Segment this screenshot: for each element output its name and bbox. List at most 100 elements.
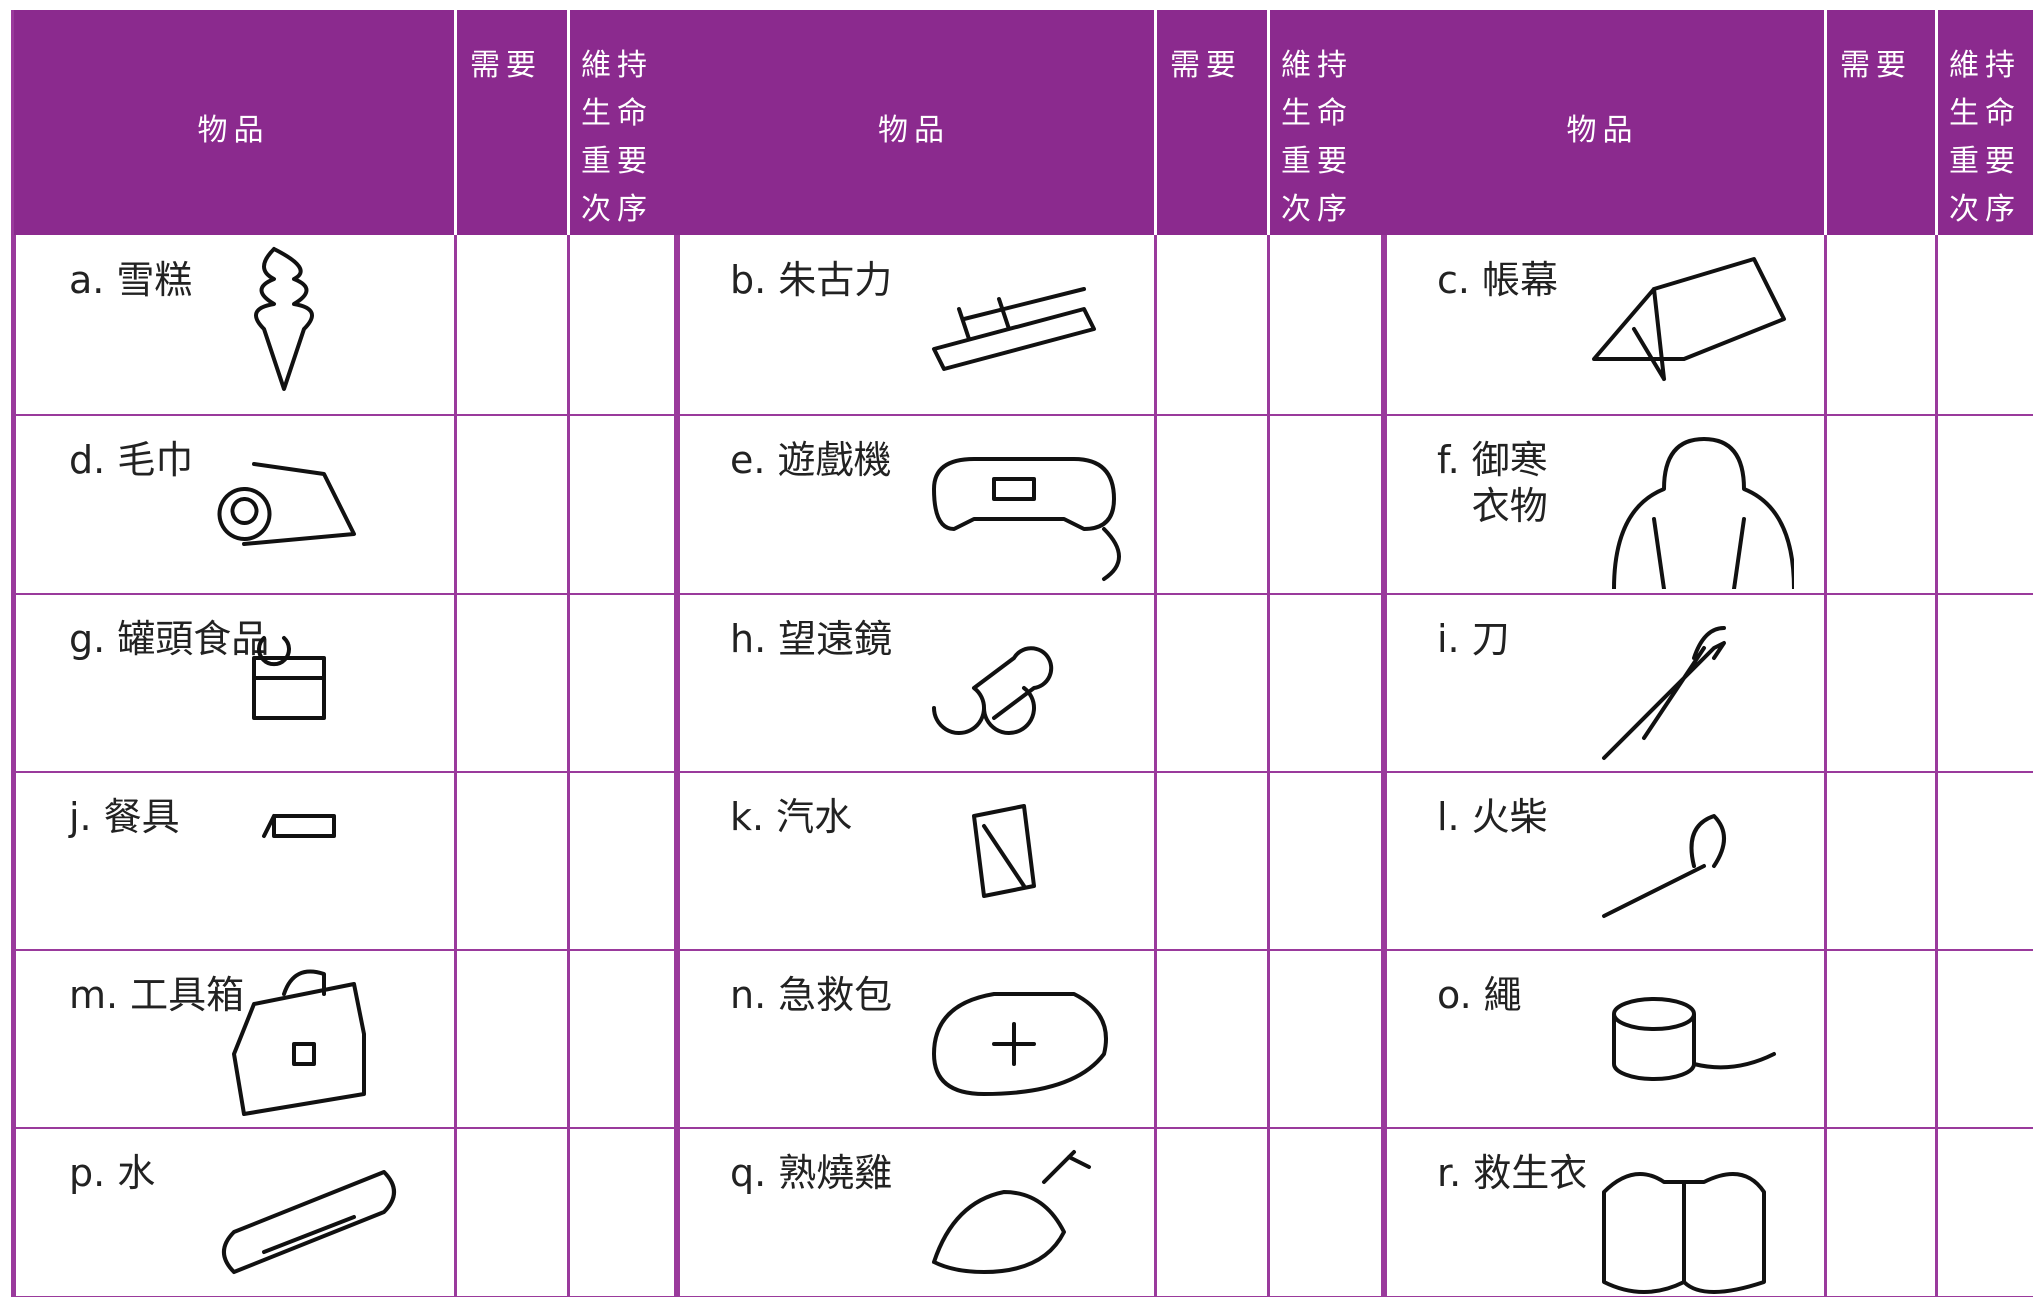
row-line xyxy=(13,414,674,416)
item-icon xyxy=(932,992,1108,1096)
row-line xyxy=(674,1127,1381,1129)
row-line xyxy=(674,771,1381,773)
item-icon xyxy=(932,457,1121,581)
column-line xyxy=(1154,235,1157,1297)
row-line xyxy=(1381,1127,2033,1129)
item-text: q. 熟燒雞 xyxy=(730,1150,892,1196)
order-header-line: 維持 xyxy=(1949,48,2021,83)
row-line xyxy=(1381,593,2033,595)
item-icon xyxy=(972,804,1036,898)
item-text: h. 望遠鏡 xyxy=(730,616,892,662)
item-letter: f. xyxy=(1437,438,1460,482)
row-line xyxy=(13,949,674,951)
row-line xyxy=(13,593,674,595)
item-name: 熟燒雞 xyxy=(778,1151,893,1195)
column-line xyxy=(567,235,570,1297)
item-name: 急救包 xyxy=(778,973,893,1017)
item-header: 物品 xyxy=(878,113,950,148)
item-text: l. 火柴 xyxy=(1437,794,1548,840)
header-band xyxy=(1381,10,2033,235)
order-header-line: 生命 xyxy=(1281,96,1353,131)
order-header-line: 重要 xyxy=(581,144,653,179)
item-text: p. 水 xyxy=(69,1150,155,1196)
item-letter: l. xyxy=(1437,795,1460,839)
item-letter: m. xyxy=(69,973,119,1017)
item-letter: a. xyxy=(69,258,105,302)
order-header-line: 重要 xyxy=(1949,144,2021,179)
order-header-line: 重要 xyxy=(1281,144,1353,179)
item-letter: g. xyxy=(69,617,106,661)
item-letter: p. xyxy=(69,1151,106,1195)
item-icon xyxy=(1602,1172,1766,1294)
item-text: d. 毛巾 xyxy=(69,437,193,483)
order-header-line: 次序 xyxy=(1949,192,2021,227)
item-name: 刀 xyxy=(1471,617,1510,661)
row-line xyxy=(13,1127,674,1129)
item-letter: o. xyxy=(1437,973,1472,1017)
item-text: m. 工具箱 xyxy=(69,972,244,1018)
header-divider xyxy=(1935,10,1938,235)
row-line xyxy=(1381,949,2033,951)
header-divider xyxy=(1824,10,1827,235)
item-letter: q. xyxy=(730,1151,767,1195)
order-header-line: 次序 xyxy=(1281,192,1353,227)
order-header-line: 維持 xyxy=(1281,48,1353,83)
item-name: 帳幕 xyxy=(1481,258,1558,302)
item-icon xyxy=(252,636,326,720)
item-name: 遊戲機 xyxy=(777,438,892,482)
row-line xyxy=(1381,414,2033,416)
item-letter: b. xyxy=(730,258,767,302)
item-name: 望遠鏡 xyxy=(778,617,893,661)
need-header: 需要 xyxy=(1170,48,1242,83)
item-name: 工具箱 xyxy=(130,973,245,1017)
item-letter: n. xyxy=(730,973,767,1017)
item-letter: j. xyxy=(69,795,92,839)
item-text: c. 帳幕 xyxy=(1437,257,1558,303)
row-line xyxy=(674,414,1381,416)
row-line xyxy=(674,593,1381,595)
item-text: f. 御寒 衣物 xyxy=(1437,437,1548,529)
item-letter: k. xyxy=(730,795,765,839)
item-icon xyxy=(222,1170,396,1274)
order-header-line: 維持 xyxy=(581,48,653,83)
column-line xyxy=(674,235,680,1297)
column-line xyxy=(13,235,16,1297)
item-name: 繩 xyxy=(1483,973,1522,1017)
header-divider xyxy=(454,10,457,235)
item-text: g. 罐頭食品 xyxy=(69,616,269,662)
item-text: e. 遊戲機 xyxy=(730,437,891,483)
item-name: 毛巾 xyxy=(117,438,194,482)
item-text: n. 急救包 xyxy=(730,972,892,1018)
need-header: 需要 xyxy=(470,48,542,83)
column-line xyxy=(454,235,457,1297)
item-icon xyxy=(217,462,356,546)
item-name: 水 xyxy=(117,1151,156,1195)
order-header-line: 生命 xyxy=(1949,96,2021,131)
item-icon xyxy=(254,247,314,391)
item-letter: d. xyxy=(69,438,106,482)
item-name: 雪糕 xyxy=(116,258,193,302)
header-divider xyxy=(567,10,570,235)
column-line xyxy=(1381,235,1387,1297)
item-name: 朱古力 xyxy=(778,258,893,302)
item-icon xyxy=(932,1150,1091,1274)
header-band xyxy=(674,10,1381,235)
item-text: a. 雪糕 xyxy=(69,257,192,303)
item-text: b. 朱古力 xyxy=(730,257,892,303)
item-icon xyxy=(1602,626,1726,760)
item-icon xyxy=(932,287,1096,371)
item-icon xyxy=(1592,257,1786,381)
header-band xyxy=(13,10,674,235)
item-letter: r. xyxy=(1437,1151,1462,1195)
item-letter: i. xyxy=(1437,617,1460,661)
item-letter: c. xyxy=(1437,258,1470,302)
item-icon xyxy=(262,814,336,838)
item-text: o. 繩 xyxy=(1437,972,1522,1018)
row-line xyxy=(674,949,1381,951)
item-header: 物品 xyxy=(1566,113,1639,148)
header-divider xyxy=(1267,10,1270,235)
item-text: k. 汽水 xyxy=(730,794,852,840)
item-letter: h. xyxy=(730,617,767,661)
order-header-line: 生命 xyxy=(581,96,653,131)
